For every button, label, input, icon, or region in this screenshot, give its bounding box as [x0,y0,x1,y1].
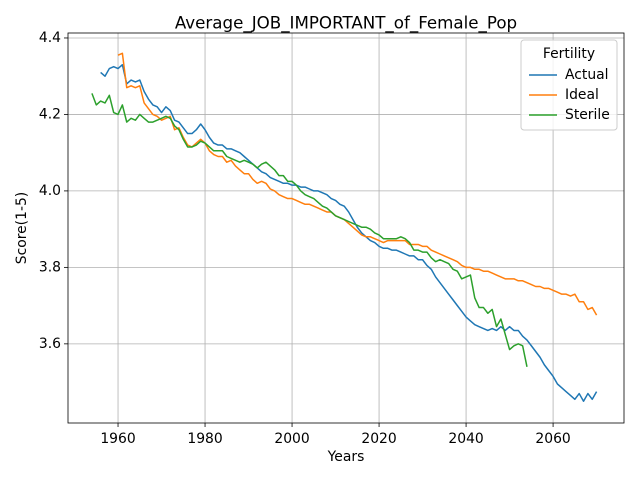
x-tick-label: 2020 [361,431,396,447]
plot-frame [67,32,625,424]
y-tick-label: 4.2 [39,106,61,122]
x-tick-label: 2060 [535,431,570,447]
x-tick-label: 1980 [187,431,222,447]
line [91,93,528,367]
legend-label: Actual [565,67,609,83]
x-tick-label: 2000 [274,431,309,447]
y-tick-label: 4.0 [39,183,61,199]
legend: Fertility Actual Ideal Sterile [520,39,618,131]
y-tick-label: 3.8 [39,259,61,275]
legend-label: Ideal [565,87,599,103]
x-axis-label: Years [327,449,365,465]
line [100,63,598,402]
y-tick-label: 3.6 [39,336,61,352]
legend-label: Sterile [565,107,610,123]
legend-title: Fertility [543,46,595,62]
legend-box [520,39,618,131]
x-tick-label: 2040 [448,431,483,447]
y-axis-label: Score(1-5) [14,192,30,264]
y-tick-label: 4.4 [39,30,61,46]
x-tick-label: 1960 [100,431,135,447]
line [117,52,598,316]
chart-title: Average_JOB_IMPORTANT_of_Female_Pop [175,13,517,34]
